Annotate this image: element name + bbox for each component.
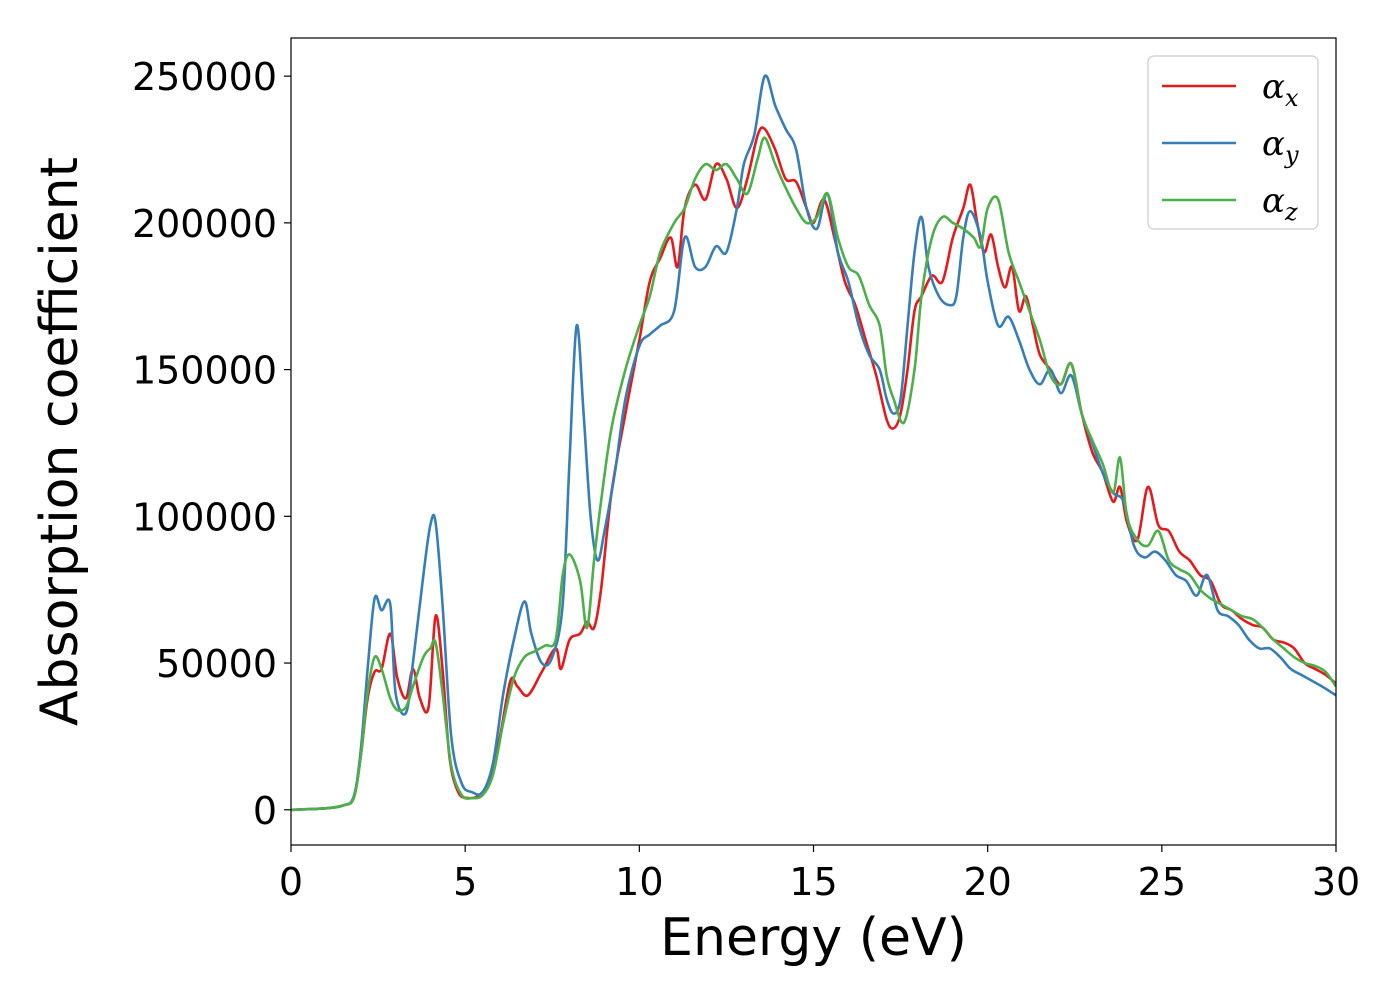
x-tick-label: 15 [789,860,837,904]
x-tick-label: 5 [453,860,477,904]
x-tick-label: 0 [279,860,303,904]
plot-area [291,74,1336,812]
legend-label: αy [1262,124,1299,169]
legend-label: αz [1262,181,1298,226]
x-tick-label: 10 [615,860,663,904]
axis-ticks: 0 5 10 15 20 25 30 0 50000 100000 150000 200000 2500… [132,55,1360,904]
x-tick-label: 20 [963,860,1011,904]
y-axis-label: Absorption coefficient [30,157,90,726]
y-tick-label: 150000 [132,349,277,393]
y-tick-label: 100000 [132,495,277,539]
y-tick-label: 200000 [132,202,277,246]
y-tick-label: 0 [253,789,277,833]
series-line-y [291,74,1336,812]
plot-frame [290,37,1337,846]
legend-label: αx [1262,67,1299,112]
x-tick-label: 25 [1138,860,1186,904]
x-tick-label: 30 [1312,860,1360,904]
y-tick-label: 50000 [156,642,277,686]
series-line-z [291,136,1336,812]
legend: αx αy αz [1147,55,1319,230]
x-axis-label: Energy (eV) [660,908,967,968]
y-tick-label: 250000 [132,55,277,99]
